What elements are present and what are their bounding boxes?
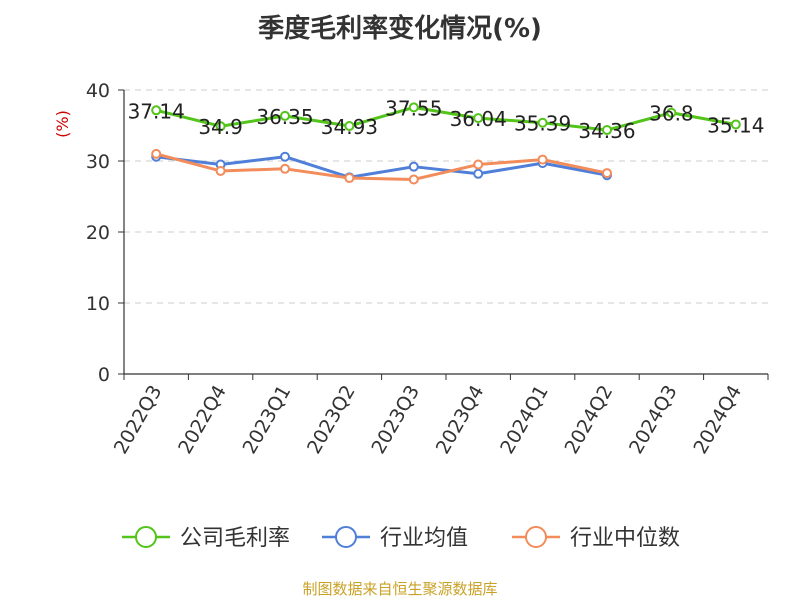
x-tick-label: 2024Q4 (689, 382, 746, 458)
legend-item-label[interactable]: 行业中位数 (570, 526, 680, 551)
data-label: 34.9 (198, 115, 243, 139)
data-label: 37.14 (128, 99, 185, 123)
y-axis-unit-label: (%) (53, 110, 72, 138)
y-axis-ticks: 0 10 20 30 40 (86, 80, 124, 386)
legend-swatch-marker (335, 526, 357, 548)
legend-item-label[interactable]: 行业均值 (380, 526, 468, 551)
x-tick-label: 2024Q2 (561, 382, 618, 458)
data-source-note: 制图数据来自恒生聚源数据库 (302, 580, 498, 598)
series-line (156, 155, 608, 179)
data-labels: 37.14 34.9 36.35 34.93 37.55 36.04 35.39 34.36 3… (128, 96, 765, 143)
data-point[interactable] (408, 102, 419, 113)
data-point[interactable] (280, 110, 290, 121)
data-label: 37.55 (385, 96, 442, 120)
data-point[interactable] (408, 161, 419, 172)
data-point[interactable] (344, 120, 355, 131)
data-point[interactable] (408, 174, 419, 185)
data-label: 35.14 (707, 114, 764, 138)
data-label: 36.04 (450, 107, 507, 131)
legend[interactable]: 公司毛利率 行业均值 行业中位数 (122, 526, 680, 551)
y-tick-label: 20 (86, 222, 110, 244)
data-point[interactable] (602, 168, 612, 179)
y-tick-label: 40 (86, 80, 110, 102)
x-tick-label: 2023Q4 (432, 382, 489, 458)
data-point[interactable] (666, 107, 677, 118)
data-point[interactable] (280, 151, 290, 162)
legend-swatch-marker (525, 526, 547, 548)
x-axis-ticks: 2022Q3 2022Q4 2023Q1 2023Q2 2023Q3 2023Q4 2024… (110, 374, 769, 458)
legend-item-label[interactable]: 公司毛利率 (180, 526, 290, 551)
y-tick-label: 10 (86, 293, 110, 315)
data-point[interactable] (151, 105, 162, 116)
data-point[interactable] (344, 173, 355, 184)
series-lines (151, 102, 741, 185)
series-line (155, 105, 737, 132)
x-tick-label: 2023Q2 (303, 382, 360, 458)
x-tick-label: 2023Q3 (367, 382, 424, 458)
data-point[interactable] (473, 113, 484, 124)
data-point[interactable] (473, 168, 484, 179)
data-point[interactable] (730, 119, 741, 130)
x-tick-label: 2023Q1 (239, 382, 296, 458)
data-point[interactable] (602, 125, 612, 136)
data-label: 36.8 (649, 102, 694, 126)
series-line (155, 152, 608, 181)
data-label: 35.39 (514, 112, 571, 136)
data-point[interactable] (537, 117, 548, 128)
x-tick-label: 2024Q3 (625, 382, 682, 458)
legend-swatch-marker (135, 526, 157, 548)
data-label: 36.35 (256, 105, 313, 129)
data-point[interactable] (537, 154, 548, 165)
x-tick-label: 2022Q3 (110, 382, 167, 458)
grid-lines (124, 89, 768, 304)
y-tick-label: 0 (98, 364, 110, 386)
x-tick-label: 2022Q4 (174, 382, 231, 458)
x-tick-label: 2024Q1 (496, 382, 553, 458)
data-label: 34.93 (321, 115, 378, 139)
data-point[interactable] (280, 163, 290, 174)
data-point[interactable] (473, 159, 484, 170)
y-tick-label: 30 (86, 151, 110, 173)
data-point[interactable] (215, 121, 226, 132)
chart-title: 季度毛利率变化情况(%) (258, 14, 542, 44)
data-label: 34.36 (578, 119, 635, 143)
data-point[interactable] (215, 165, 226, 176)
data-point[interactable] (151, 148, 162, 159)
